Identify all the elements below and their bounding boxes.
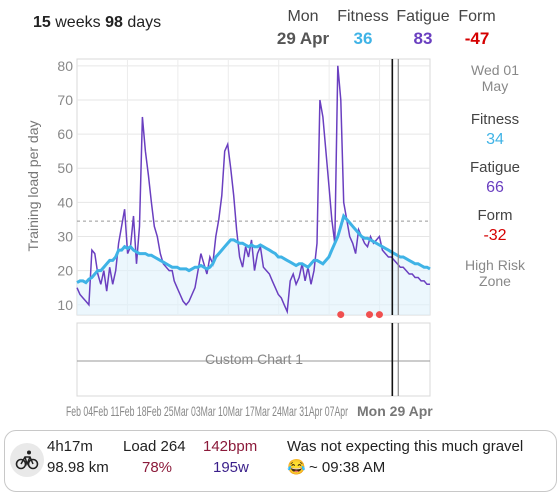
header-day-label: Mon	[287, 8, 319, 25]
risk-marker-dot	[366, 311, 374, 319]
risk-marker-dot	[337, 311, 345, 319]
side-fitness-label: Fitness	[470, 111, 520, 128]
activity-time: ~ 09:38 AM	[309, 459, 386, 476]
side-form-value: -32	[483, 227, 507, 244]
y-tick-label: 50	[57, 160, 73, 176]
fitness-series-line	[76, 212, 431, 285]
y-tick-label: 60	[57, 126, 73, 142]
header-form-block: Form -47	[452, 8, 502, 49]
activity-power: 195w	[213, 459, 249, 476]
weeks-count: 15	[33, 14, 51, 31]
activity-title: Was not expecting this much gravel	[287, 438, 524, 455]
bike-icon	[15, 450, 39, 470]
side-date-line1: Wed 01	[471, 62, 519, 78]
side-fitness-value: 34	[486, 131, 504, 148]
y-tick-label: 80	[57, 58, 73, 74]
x-axis-crowded-labels: Feb 04Feb 11Feb 18Feb 25Mar 03Mar 10Mar …	[66, 403, 348, 419]
custom-chart-panel[interactable]	[76, 322, 431, 397]
side-panel: Wed 01 May Fitness 34 Fatigue 66 Form -3…	[455, 62, 535, 289]
header-fitness-label: Fitness	[337, 8, 389, 25]
activity-load: Load 264	[123, 438, 186, 455]
header-form-value: -47	[464, 29, 490, 48]
days-count: 98	[105, 14, 123, 31]
header-fitness-block: Fitness 36	[334, 8, 392, 49]
activity-load-pct: 78%	[142, 459, 173, 476]
training-load-chart[interactable]: 10 20 30 40 50 60 70 80 Custom Chart 1 Feb 04Fe…	[0, 0, 559, 420]
side-zone: High Risk Zone	[455, 257, 535, 289]
side-fatigue-label: Fatigue	[469, 159, 521, 176]
y-tick-label: 70	[57, 92, 73, 108]
y-tick-label: 40	[57, 194, 73, 210]
header-fitness-value: 36	[353, 29, 373, 48]
header-form-label: Form	[458, 8, 496, 25]
header-fatigue-block: Fatigue 83	[394, 8, 452, 49]
side-date-line2: May	[481, 78, 509, 94]
side-fatigue-value: 66	[486, 179, 504, 196]
risk-marker-dot	[375, 311, 383, 319]
y-tick-label: 10	[57, 297, 73, 313]
days-label: days	[127, 14, 162, 31]
header-date-value: 29 Apr	[276, 29, 330, 48]
y-tick-label: 20	[57, 263, 73, 279]
header-date-block: Mon 29 Apr	[268, 8, 338, 49]
side-form-label: Form	[477, 207, 513, 224]
header-fatigue-value: 83	[413, 29, 433, 48]
weeks-label: weeks	[55, 14, 101, 31]
activity-distance: 98.98 km	[47, 459, 109, 476]
side-zone-line2: Zone	[479, 273, 511, 289]
fatigue-series-line	[76, 65, 430, 315]
risk-markers	[337, 311, 383, 319]
custom-chart-label: Custom Chart 1	[205, 351, 303, 367]
side-zone-line1: High Risk	[465, 257, 525, 273]
y-tick-labels: 10 20 30 40 50 60 70 80	[57, 58, 73, 313]
activity-card[interactable]: 4h17m 98.98 km Load 264 78% 142bpm 195w …	[4, 430, 557, 492]
activity-heart-rate: 142bpm	[203, 438, 258, 455]
activity-icon-circle	[10, 443, 44, 477]
x-axis-current-label: Mon 29 Apr	[357, 403, 433, 419]
activity-emoji: 😂	[287, 459, 306, 476]
y-tick-label: 30	[57, 228, 73, 244]
date-range-summary: 15 weeks 98 days	[33, 14, 161, 32]
side-date: Wed 01 May	[455, 62, 535, 94]
activity-duration: 4h17m	[47, 438, 93, 455]
header-fatigue-label: Fatigue	[396, 8, 450, 25]
